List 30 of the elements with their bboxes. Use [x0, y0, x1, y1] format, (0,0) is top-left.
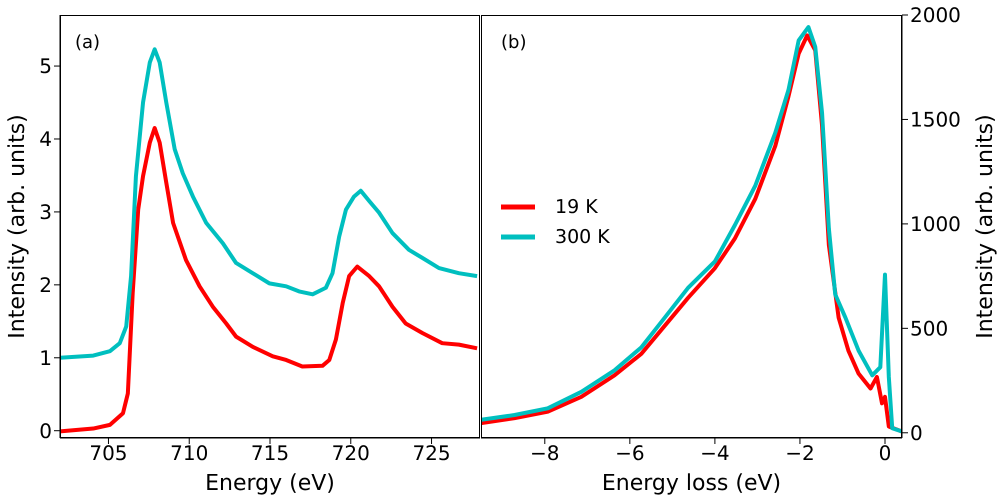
y2-tick-label: 2000 — [910, 3, 961, 28]
y2-tick-label: 0 — [910, 420, 923, 445]
y-tick-label: 2 — [39, 272, 52, 297]
x-tick-label: −8 — [530, 441, 560, 466]
y2-tick-label: 1000 — [910, 212, 961, 236]
y-tick-label: 4 — [39, 127, 52, 152]
legend-label: 300 K — [555, 226, 610, 248]
y2-tick-label: 1500 — [910, 108, 961, 132]
y-tick-label: 5 — [39, 54, 52, 78]
line-series — [60, 126, 480, 434]
x-tick-label: −6 — [615, 441, 645, 466]
y-tick-label: 3 — [39, 200, 52, 224]
y-axis-title: Intensity (arb. units) — [4, 114, 30, 339]
x-axis-title: Energy loss (eV) — [602, 471, 782, 496]
x-tick-label: 720 — [332, 441, 370, 466]
x-tick-label: 710 — [170, 441, 208, 466]
annotation: (b) — [501, 32, 526, 53]
x-tick-label: 725 — [412, 441, 451, 466]
x-tick-label: 0 — [878, 441, 892, 466]
y-tick-label: 1 — [39, 346, 52, 370]
legend-label: 19 K — [555, 196, 598, 218]
y-tick-label: 0 — [39, 418, 52, 443]
y2-axis-title: Intensity (arb. units) — [972, 114, 998, 339]
annotation: (a) — [75, 32, 100, 53]
x-tick-label: 715 — [250, 441, 290, 466]
x-tick-label: −4 — [700, 441, 730, 466]
x-tick-label: −2 — [785, 441, 815, 466]
x-tick-label: 705 — [89, 441, 128, 466]
y2-tick-label: 500 — [910, 316, 948, 340]
x-axis-title: Energy (eV) — [205, 471, 335, 496]
